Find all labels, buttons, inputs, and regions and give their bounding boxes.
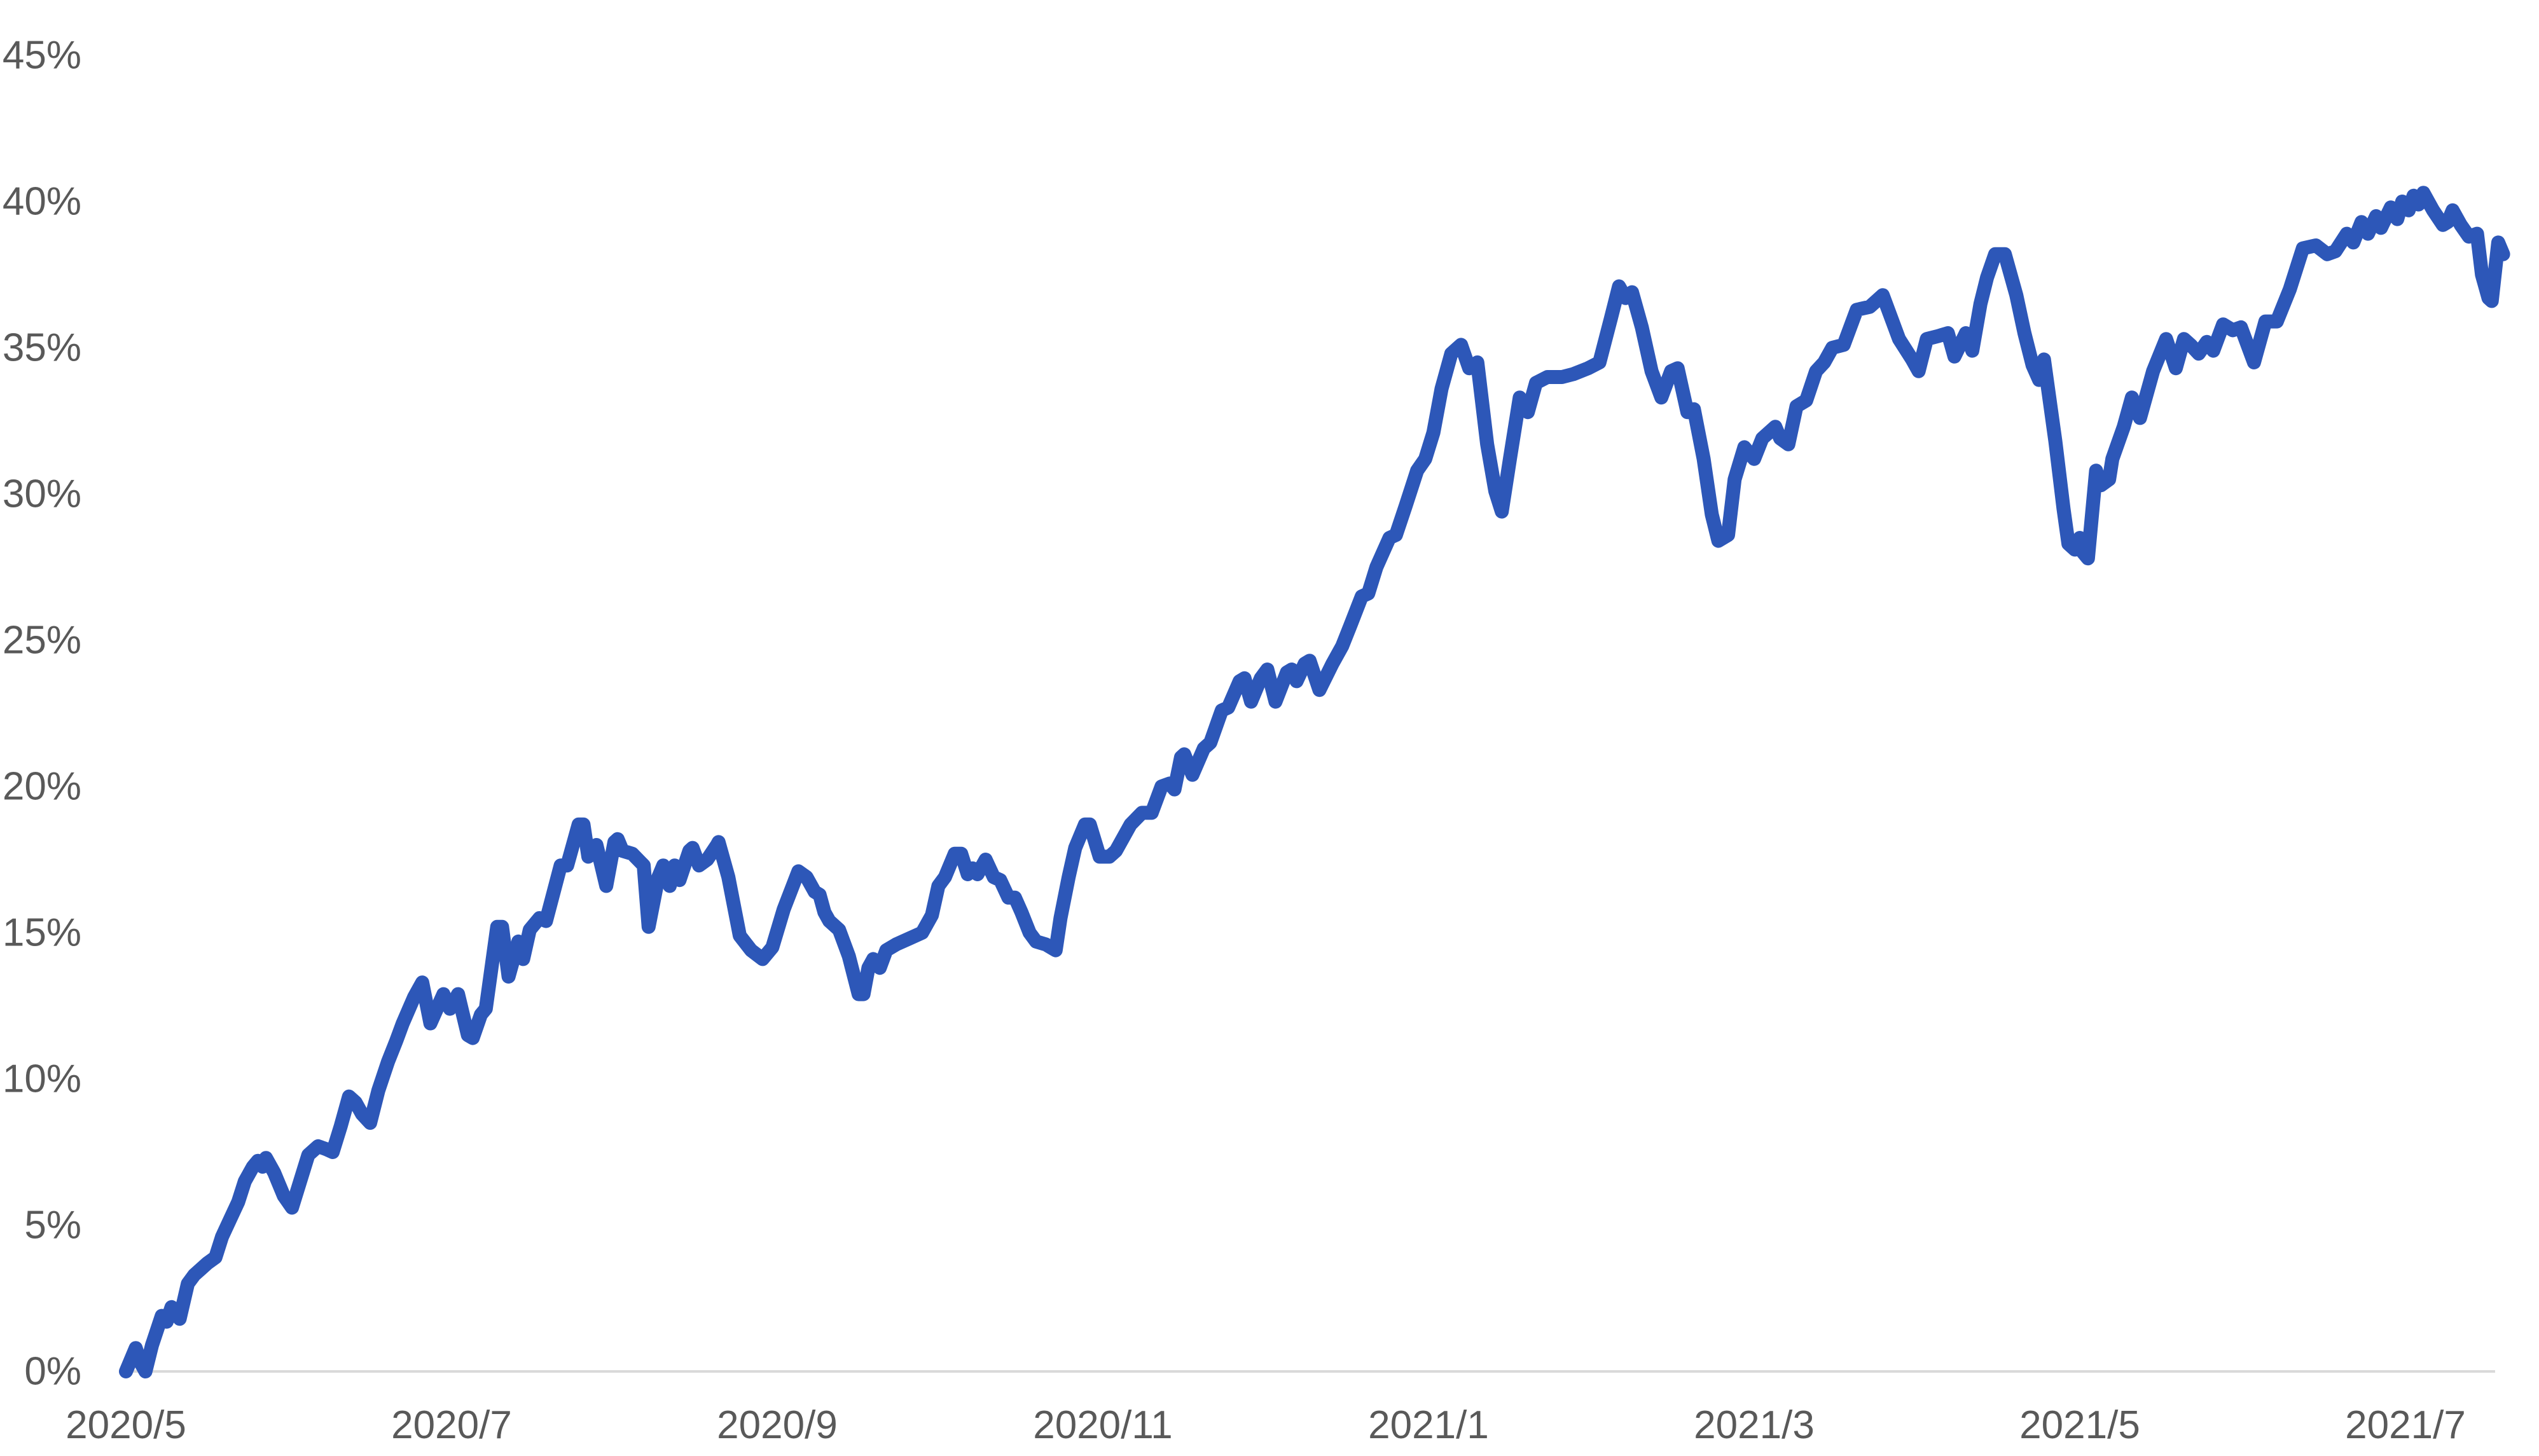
- y-axis-tick-labels: 0% 5% 10% 15% 20% 25% 30% 35% 40% 45%: [3, 34, 81, 1394]
- y-axis-tick-label: 15%: [3, 911, 81, 955]
- x-axis-tick-label: 2021/5: [2019, 1403, 2140, 1447]
- x-axis-tick-label: 2021/3: [1694, 1403, 1815, 1447]
- y-axis-tick-label: 45%: [3, 34, 81, 78]
- x-axis-tick-label: 2021/1: [1368, 1403, 1489, 1447]
- y-axis-tick-label: 30%: [3, 472, 81, 516]
- x-axis-tick-label: 2021/7: [2345, 1403, 2466, 1447]
- y-axis-tick-label: 25%: [3, 619, 81, 663]
- x-axis-tick-label: 2020/7: [391, 1403, 512, 1447]
- x-axis-tick-label: 2020/5: [66, 1403, 186, 1447]
- y-axis-tick-label: 35%: [3, 326, 81, 370]
- x-axis-tick-labels: 2020/5 2020/7 2020/9 2020/11 2021/1 2021/3 202…: [66, 1403, 2466, 1447]
- y-axis-tick-label: 40%: [3, 180, 81, 224]
- y-axis-tick-label: 5%: [24, 1204, 81, 1247]
- return-series-line: [119, 186, 2510, 1378]
- y-axis-tick-label: 10%: [3, 1057, 81, 1101]
- x-axis-tick-label: 2020/9: [717, 1403, 838, 1447]
- y-axis-tick-label: 0%: [24, 1350, 81, 1394]
- x-axis-tick-label: 2020/11: [1033, 1403, 1173, 1447]
- y-axis-tick-label: 20%: [3, 765, 81, 809]
